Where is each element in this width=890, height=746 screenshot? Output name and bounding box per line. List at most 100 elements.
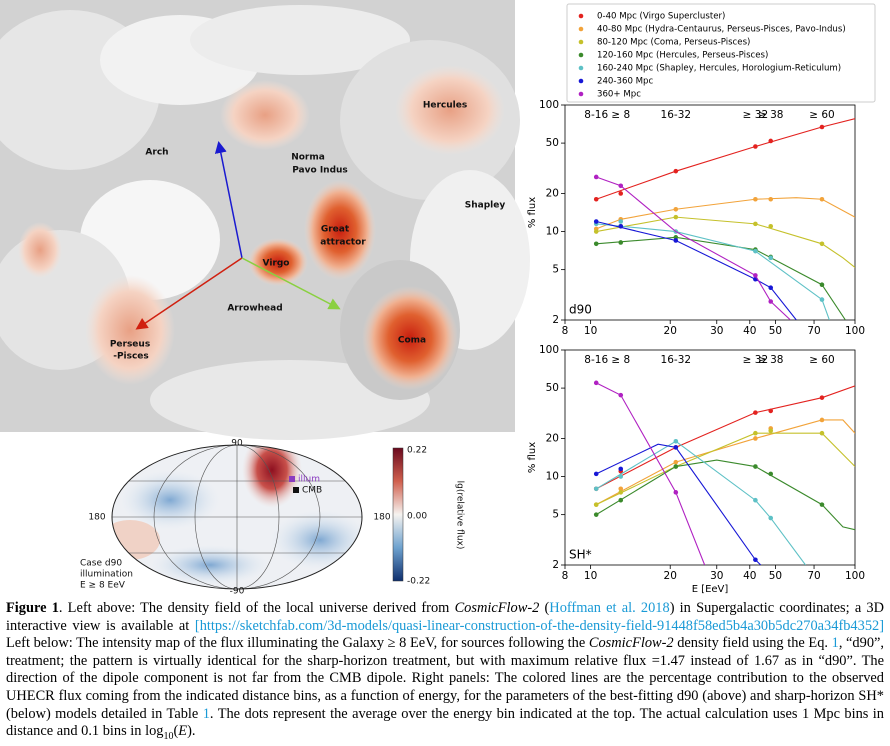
x-tick-label: 8	[562, 325, 569, 337]
x-tick-label: 20	[664, 325, 677, 337]
y-tick-label: 50	[546, 137, 559, 149]
bin-dot	[593, 471, 599, 477]
bin-dot	[673, 445, 679, 450]
bin-dot	[618, 219, 624, 224]
x-tick-label: 10	[584, 325, 597, 337]
series-line	[596, 176, 791, 320]
legend-marker	[578, 52, 584, 58]
bin-dot	[593, 486, 599, 492]
legend-label: 360+ Mpc	[597, 90, 641, 100]
bin-dot	[618, 474, 624, 479]
bin-dot	[768, 471, 774, 477]
bin-dot	[768, 299, 774, 304]
bin-dot	[593, 196, 599, 202]
bin-label: ≥ 8	[611, 354, 630, 366]
bin-dot	[673, 438, 679, 444]
bin-dot	[753, 430, 758, 436]
sky-map	[111, 444, 404, 590]
caption-plain: ) in Supergalactic coordinates; a 3D int…	[6, 600, 884, 634]
x-tick-label: 100	[845, 325, 865, 337]
bin-label: ≥ 60	[809, 354, 835, 366]
colorbar-label: lg(relative flux)	[455, 481, 465, 550]
x-tick-label: 100	[845, 570, 865, 582]
x-tick-label: 50	[769, 570, 782, 582]
caption-link[interactable]: 1	[202, 705, 210, 722]
legend-label: 80-120 Mpc (Coma, Perseus-Pisces)	[597, 38, 750, 48]
bin-dot	[753, 221, 758, 227]
plot-frame	[564, 349, 856, 566]
bin-dot	[673, 464, 679, 469]
caption-link[interactable]: 1	[831, 635, 839, 652]
caption-italic: E	[178, 723, 188, 740]
legend-marker	[578, 65, 584, 71]
y-tick-label: 10	[546, 226, 559, 238]
case-label: illumination	[80, 570, 133, 580]
bin-dot	[673, 490, 679, 495]
structure-label: attractor	[320, 238, 366, 248]
density-render	[0, 0, 530, 440]
marker-label: illum	[298, 475, 320, 485]
bin-dot	[618, 392, 624, 398]
x-tick-label: 30	[710, 570, 723, 582]
panel-label: d90	[569, 303, 592, 317]
bin-label: 16-32	[661, 354, 692, 366]
legend-marker	[578, 13, 584, 19]
caption-italic: CosmicFlow-2	[454, 600, 540, 616]
x-tick-label: 10	[584, 570, 597, 582]
y-tick-label: 20	[546, 187, 559, 199]
bin-dot	[768, 138, 774, 144]
bin-dot	[753, 497, 758, 503]
x-tick-label: 70	[807, 570, 820, 582]
plot-area	[593, 380, 855, 565]
map-label: 180	[88, 513, 105, 523]
series-line	[596, 216, 855, 268]
x-tick-label: 50	[769, 325, 782, 337]
marker-label: CMB	[302, 486, 322, 496]
bin-label: ≥ 38	[758, 109, 784, 121]
chart: 8 10 20 30 40 50 70 100 2 5 10 20 50 100 % flux E [EeV]…	[527, 344, 865, 595]
legend-label: 160-240 Mpc (Shapley, Hercules, Horologi…	[597, 64, 841, 74]
caption-link[interactable]: Hoffman et al. 2018	[549, 600, 670, 616]
bin-dot	[819, 502, 825, 507]
figure: Arch Norma Pavo Indus Hercules Shapley Great a…	[0, 0, 876, 597]
bin-dot	[819, 297, 825, 302]
structure-label: Shapley	[465, 201, 506, 211]
bin-dot	[753, 464, 758, 469]
colorbar-tick-label: 0.00	[407, 512, 427, 522]
caption-plain: density field using the Eq.	[673, 635, 832, 652]
chart: 8 10 20 30 40 50 70 100 2 5 10 20 50 100 % flux d90 8-16…	[527, 3, 876, 337]
structure-label: Virgo	[263, 259, 290, 269]
legend-label: 120-160 Mpc (Hercules, Perseus-Pisces)	[597, 51, 768, 61]
bin-dot	[819, 241, 825, 247]
y-tick-label: 5	[552, 509, 559, 521]
map-label: -90	[230, 587, 245, 597]
caption-link[interactable]: [https://sketchfab.com/3d-models/quasi-l…	[194, 617, 884, 634]
bin-dot	[673, 214, 679, 220]
bin-dot	[593, 241, 599, 247]
caption-bold: Figure 1	[6, 600, 59, 616]
bin-dot	[819, 417, 825, 423]
bin-dot	[673, 168, 679, 174]
map-label: 90	[231, 439, 243, 449]
y-tick-label: 100	[539, 344, 559, 356]
y-tick-label: 2	[552, 559, 559, 571]
structure-label: Coma	[398, 336, 426, 346]
bin-dot	[768, 224, 774, 229]
series-line	[595, 382, 706, 565]
bin-dot	[819, 124, 825, 130]
structure-label: Hercules	[423, 101, 467, 111]
colorbar-tick-label: -0.22	[407, 577, 430, 587]
y-tick-label: 20	[546, 432, 559, 444]
structure-label: Arrowhead	[227, 304, 282, 314]
legend: 0-40 Mpc (Virgo Supercluster) 40-80 Mpc (…	[566, 3, 876, 103]
bin-label: ≥ 60	[809, 109, 835, 121]
x-tick-label: 40	[743, 325, 756, 337]
bin-label: ≥ 8	[611, 109, 630, 121]
legend-marker	[578, 26, 584, 32]
bin-dot	[618, 490, 624, 495]
bin-dot	[593, 174, 599, 180]
caption-plain: (	[173, 723, 179, 740]
panel-label: SH*	[569, 548, 592, 562]
bin-dot	[618, 183, 624, 189]
